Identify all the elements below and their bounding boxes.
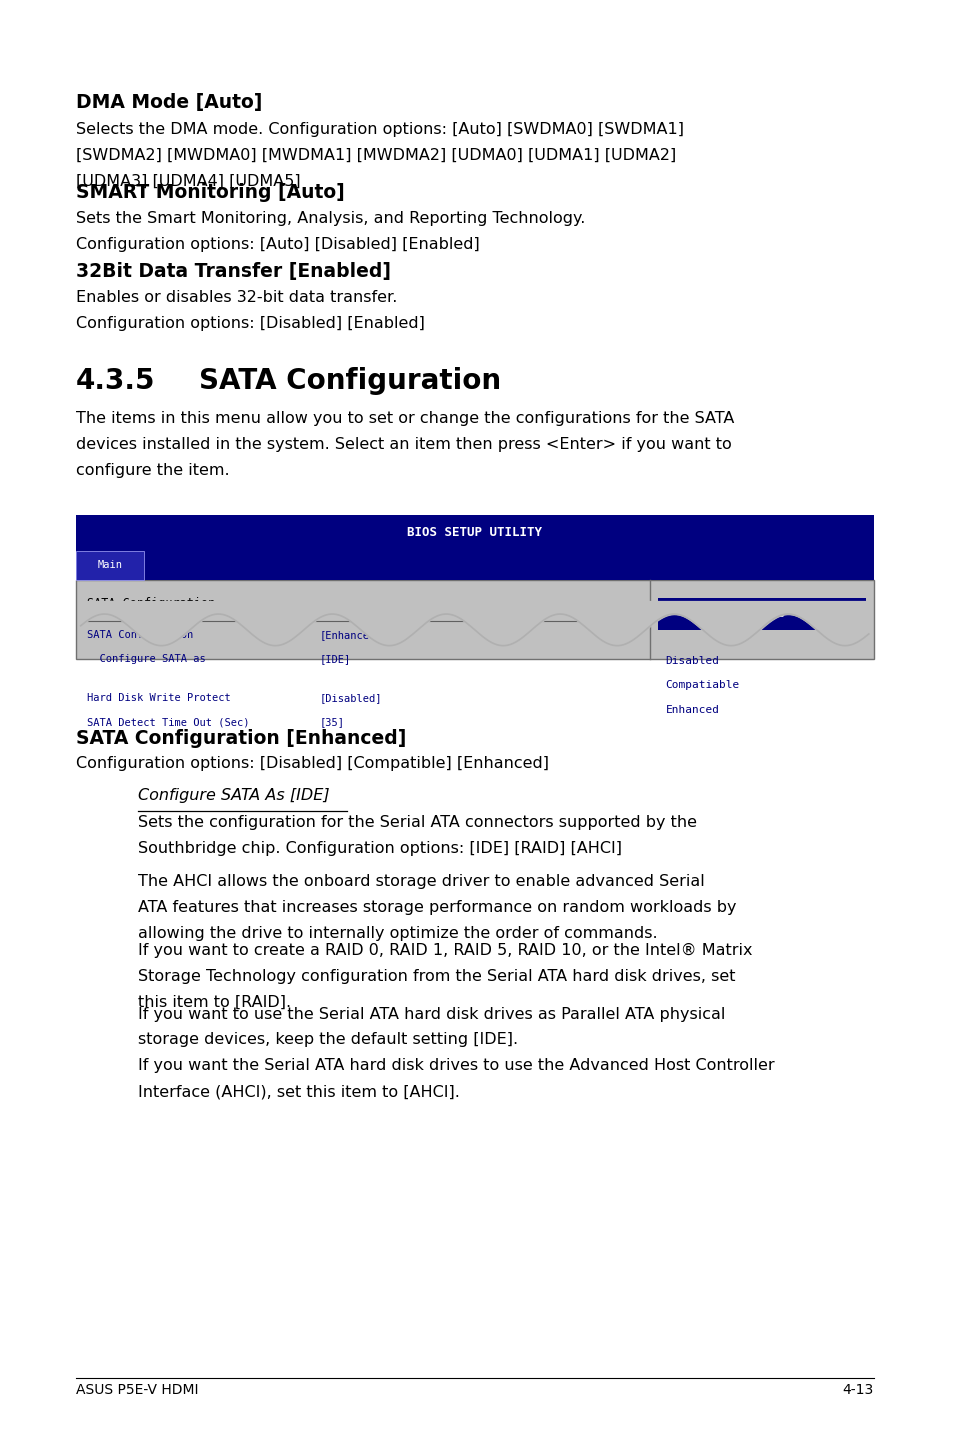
Bar <box>76 551 144 580</box>
Text: [SWDMA2] [MWDMA0] [MWDMA1] [MWDMA2] [UDMA0] [UDMA1] [UDMA2]: [SWDMA2] [MWDMA0] [MWDMA1] [MWDMA2] [UDM… <box>76 148 676 162</box>
Text: SATA Configuration: SATA Configuration <box>88 597 215 610</box>
Text: Configure SATA As [IDE]: Configure SATA As [IDE] <box>137 788 329 802</box>
Text: Storage Technology configuration from the Serial ATA hard disk drives, set: Storage Technology configuration from th… <box>137 969 735 984</box>
Text: 4-13: 4-13 <box>841 1383 873 1398</box>
Text: 32Bit Data Transfer [Enabled]: 32Bit Data Transfer [Enabled] <box>76 262 391 280</box>
Text: Sets the configuration for the Serial ATA connectors supported by the: Sets the configuration for the Serial AT… <box>137 815 696 830</box>
Text: The items in this menu allow you to set or change the configurations for the SAT: The items in this menu allow you to set … <box>76 411 734 426</box>
Text: [IDE]: [IDE] <box>319 654 351 664</box>
Text: SATA Configuraton: SATA Configuraton <box>88 630 193 640</box>
Text: [Enhanced]: [Enhanced] <box>319 630 382 640</box>
Text: ASUS P5E-V HDMI: ASUS P5E-V HDMI <box>76 1383 198 1398</box>
Text: 4.3.5: 4.3.5 <box>76 367 155 394</box>
Bar <box>76 580 873 659</box>
Text: Southbridge chip. Configuration options: [IDE] [RAID] [AHCI]: Southbridge chip. Configuration options:… <box>137 841 621 856</box>
Text: Main: Main <box>97 561 123 569</box>
Text: Configure SATA as: Configure SATA as <box>88 654 206 664</box>
Text: storage devices, keep the default setting [IDE].: storage devices, keep the default settin… <box>137 1032 517 1047</box>
Text: Hard Disk Write Protect: Hard Disk Write Protect <box>88 693 231 703</box>
Text: If you want to use the Serial ATA hard disk drives as Parallel ATA physical: If you want to use the Serial ATA hard d… <box>137 1007 724 1021</box>
Text: devices installed in the system. Select an item then press <Enter> if you want t: devices installed in the system. Select … <box>76 437 731 452</box>
Text: SATA Detect Time Out (Sec): SATA Detect Time Out (Sec) <box>88 718 250 728</box>
Bar <box>76 515 873 551</box>
Text: Disabled: Disabled <box>665 656 719 666</box>
Text: DMA Mode [Auto]: DMA Mode [Auto] <box>76 93 262 112</box>
Text: configure the item.: configure the item. <box>76 463 230 477</box>
Text: Compatiable: Compatiable <box>665 680 740 690</box>
Text: If you want to create a RAID 0, RAID 1, RAID 5, RAID 10, or the Intel® Matrix: If you want to create a RAID 0, RAID 1, … <box>137 943 751 958</box>
Text: [UDMA3] [UDMA4] [UDMA5]: [UDMA3] [UDMA4] [UDMA5] <box>76 174 300 188</box>
Text: BIOS SETUP UTILITY: BIOS SETUP UTILITY <box>407 526 541 539</box>
Text: [35]: [35] <box>319 718 345 728</box>
Bar <box>76 551 873 580</box>
Text: Interface (AHCI), set this item to [AHCI].: Interface (AHCI), set this item to [AHCI… <box>137 1084 459 1099</box>
Text: Enhanced: Enhanced <box>665 705 719 715</box>
Text: Configuration options: [Disabled] [Compatible] [Enhanced]: Configuration options: [Disabled] [Compa… <box>76 756 548 771</box>
Text: SATA Configuration: SATA Configuration <box>199 367 501 394</box>
Text: Enables or disables 32-bit data transfer.: Enables or disables 32-bit data transfer… <box>76 290 396 305</box>
Text: [Disabled]: [Disabled] <box>319 693 382 703</box>
Text: ATA features that increases storage performance on random workloads by: ATA features that increases storage perf… <box>137 900 736 915</box>
Text: If you want the Serial ATA hard disk drives to use the Advanced Host Controller: If you want the Serial ATA hard disk dri… <box>137 1058 774 1073</box>
Text: Configuration options: [Auto] [Disabled] [Enabled]: Configuration options: [Auto] [Disabled]… <box>76 237 479 252</box>
Text: this item to [RAID].: this item to [RAID]. <box>137 995 291 1009</box>
Text: SMART Monitoring [Auto]: SMART Monitoring [Auto] <box>76 183 344 201</box>
Text: Configuration options: [Disabled] [Enabled]: Configuration options: [Disabled] [Enabl… <box>76 316 424 331</box>
Text: The AHCI allows the onboard storage driver to enable advanced Serial: The AHCI allows the onboard storage driv… <box>137 874 703 889</box>
Text: Sets the Smart Monitoring, Analysis, and Reporting Technology.: Sets the Smart Monitoring, Analysis, and… <box>76 211 585 226</box>
Text: allowing the drive to internally optimize the order of commands.: allowing the drive to internally optimiz… <box>137 926 657 940</box>
Bar <box>658 598 865 630</box>
Text: Selects the DMA mode. Configuration options: [Auto] [SWDMA0] [SWDMA1]: Selects the DMA mode. Configuration opti… <box>76 122 683 137</box>
Text: Options: Options <box>738 610 784 618</box>
Text: SATA Configuration [Enhanced]: SATA Configuration [Enhanced] <box>76 729 406 748</box>
